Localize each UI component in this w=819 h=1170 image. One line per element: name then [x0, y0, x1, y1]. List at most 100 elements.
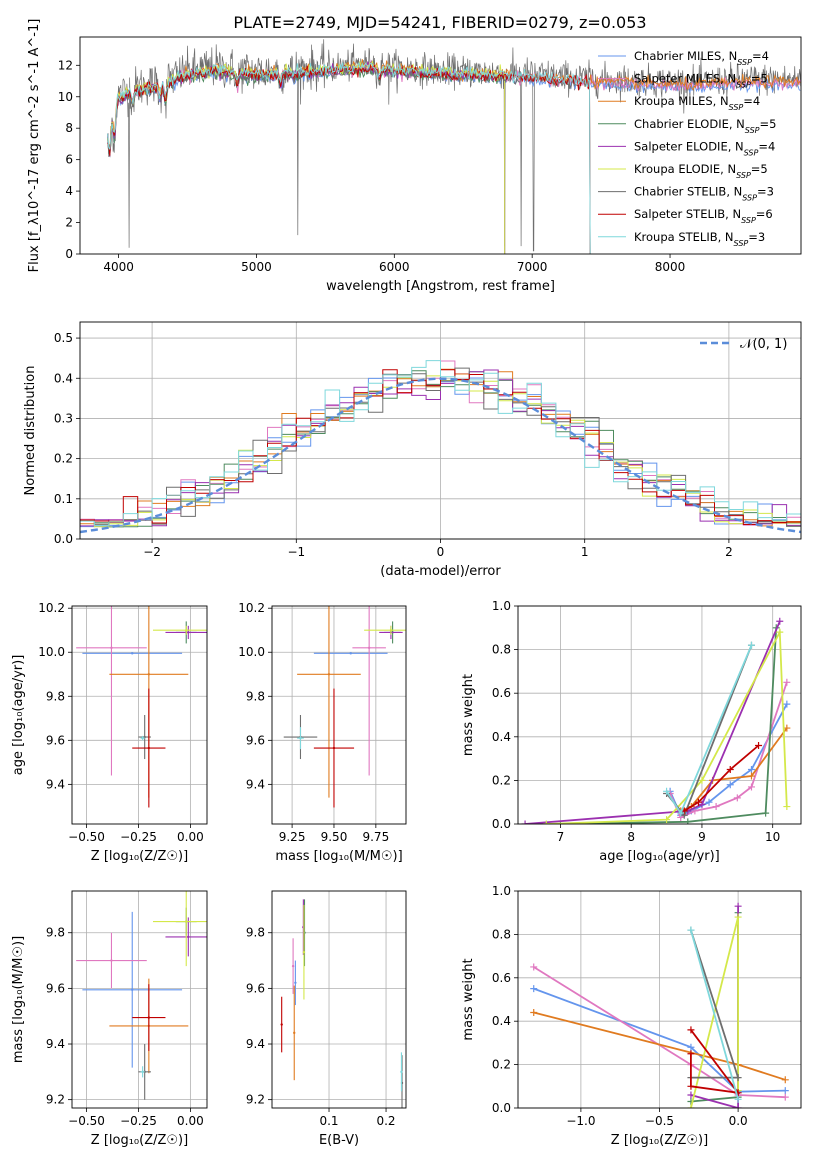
legend-label-salpeter_miles: Salpeter MILES, NSSP=5 — [634, 72, 768, 90]
plot-area — [530, 902, 789, 1108]
y-tick-label: 0.8 — [492, 927, 511, 941]
axes-frame: 0.1 0.2 9.2 9.4 9.6 9.8 E(B-V) — [246, 890, 407, 1148]
x-tick-label: 0.2 — [376, 1114, 395, 1128]
y-tick-label: 0.6 — [492, 686, 511, 700]
y-tick-label: 10.2 — [238, 601, 265, 615]
series-line-salpeter_elodie — [525, 620, 781, 824]
y-tick-label: 8 — [65, 121, 73, 135]
y-tick-label: 0.2 — [54, 452, 73, 466]
x-tick-label: 0 — [437, 545, 445, 559]
marker-salpeter_miles — [712, 803, 720, 811]
axes-frame: −0.50 −0.25 0.00 9.2 9.4 9.6 9.8 Z [log₁₀(Z/Z☉)… — [11, 890, 208, 1148]
point-kroupa_miles — [293, 1031, 296, 1035]
y-tick-label: 9.2 — [246, 1093, 265, 1107]
x-axis-label: mass [log₁₀(M/M☉)] — [275, 849, 402, 864]
point-kroupa_miles — [147, 673, 151, 676]
series-line-salpeter_stelib — [690, 1029, 741, 1094]
mass-vs-ebv-panel: 0.1 0.2 9.2 9.4 9.6 9.8 E(B-V) — [246, 890, 407, 1148]
y-tick-label: 0.3 — [54, 411, 73, 425]
y-axis-label: mass weight — [461, 674, 476, 756]
marker-kroupa_miles — [781, 1076, 789, 1084]
point-kroupa_elodie — [302, 951, 306, 954]
x-tick-label: 0.00 — [177, 1114, 204, 1128]
series-line-chabrier_elodie — [560, 627, 778, 824]
legend-label-kroupa_miles: Kroupa MILES, NSSP=4 — [634, 94, 760, 112]
x-tick-label: 5000 — [241, 260, 272, 274]
point-kroupa_miles — [327, 673, 331, 676]
x-tick-label: 9 — [698, 830, 706, 844]
normal-curve — [80, 377, 801, 534]
y-tick-label: 0 — [65, 247, 73, 261]
spectrum-legend: Chabrier MILES, NSSP=4 Salpeter MILES, NS… — [598, 49, 776, 247]
point-kroupa_elodie — [389, 629, 393, 632]
marker-salpeter_stelib — [687, 1082, 695, 1090]
y-axis-label: Flux [f_λ10^-17 erg cm^-2 s^-1 A^-1] — [27, 19, 42, 273]
plot-area — [76, 606, 207, 808]
marker-salpeter_miles — [747, 783, 755, 791]
marker-kroupa_stelib — [677, 809, 685, 817]
legend-label-chabrier_stelib: Chabrier STELIB, NSSP=3 — [634, 185, 774, 203]
axes-box — [517, 605, 802, 825]
axes-frame: −1.0 −0.5 0.0 0.0 0.2 0.4 0.6 0.8 1.0 Z [log₁₀(Z/… — [461, 884, 802, 1148]
x-tick-label: −0.50 — [68, 1114, 105, 1128]
x-tick-label: 7 — [557, 830, 565, 844]
y-axis-label: mass weight — [461, 958, 476, 1040]
x-tick-label: 1 — [581, 545, 589, 559]
marker-chabrier_miles — [783, 700, 791, 708]
marker-kroupa_stelib — [747, 641, 755, 649]
axes-frame: −2 −1 0 1 2 0.0 0.1 0.2 0.3 0.4 0.5 (data-model)/er… — [23, 321, 802, 579]
marker-salpeter_stelib — [755, 742, 763, 750]
legend-label-salpeter_stelib: Salpeter STELIB, NSSP=6 — [634, 207, 773, 225]
x-tick-label: 8 — [627, 830, 635, 844]
model-line-salpeter_stelib — [107, 63, 591, 254]
marker-kroupa_miles — [747, 772, 755, 780]
point-salpeter_stelib — [332, 746, 336, 750]
y-axis-label: mass [log₁₀(M/M☉)] — [11, 936, 26, 1063]
y-tick-label: 9.4 — [246, 777, 265, 791]
x-tick-label: −2 — [143, 545, 161, 559]
weight-vs-metallicity-panel: −1.0 −0.5 0.0 0.0 0.2 0.4 0.6 0.8 1.0 Z [log₁₀(Z/… — [461, 884, 802, 1148]
y-tick-label: 9.4 — [46, 1037, 65, 1051]
marker-chabrier_miles — [726, 781, 734, 789]
x-tick-label: 9.75 — [362, 830, 389, 844]
spectrum-panel: 4000 5000 6000 7000 8000 0 2 4 6 8 10 12 wavelength … — [27, 19, 802, 294]
y-tick-label: 0.6 — [492, 971, 511, 985]
point-salpeter_miles — [110, 959, 113, 962]
plot-area — [76, 891, 207, 1100]
plot-area — [283, 606, 406, 808]
legend-label-chabrier_elodie: Chabrier ELODIE, NSSP=5 — [634, 117, 776, 135]
model-line-kroupa_stelib — [107, 61, 591, 254]
marker-kroupa_elodie — [687, 1104, 695, 1108]
x-tick-label: 10 — [765, 830, 780, 844]
legend-label-kroupa_stelib: Kroupa STELIB, NSSP=3 — [634, 230, 765, 248]
axes-box — [71, 605, 208, 825]
y-tick-label: 0.2 — [492, 773, 511, 787]
point-salpeter_miles — [110, 646, 113, 650]
y-tick-label: 4 — [65, 184, 73, 198]
marker-salpeter_miles — [783, 678, 791, 686]
y-tick-label: 10.0 — [238, 645, 265, 659]
marker-salpeter_stelib — [687, 1026, 695, 1034]
marker-salpeter_miles — [781, 1093, 789, 1101]
marker-salpeter_miles — [530, 963, 538, 971]
marker-chabrier_elodie — [684, 818, 692, 824]
marker-salpeter_elodie — [734, 902, 742, 910]
mass-vs-metallicity-panel: −0.50 −0.25 0.00 9.2 9.4 9.6 9.8 Z [log₁₀(Z/Z☉)… — [11, 890, 208, 1148]
axes-frame: 4000 5000 6000 7000 8000 0 2 4 6 8 10 12 wavelength … — [27, 19, 802, 294]
y-tick-label: 9.6 — [46, 981, 65, 995]
residual-legend: 𝒩(0, 1) — [700, 337, 787, 352]
y-tick-label: 10.0 — [38, 645, 65, 659]
point-chabrier_miles — [131, 988, 134, 991]
legend-label-normal: 𝒩(0, 1) — [740, 337, 787, 352]
axes-frame: 7 8 9 10 0.0 0.2 0.4 0.6 0.8 1.0 age [log₁₀(age/yr… — [461, 599, 802, 864]
y-tick-label: 9.8 — [246, 926, 265, 940]
plot-area — [107, 39, 801, 254]
marker-kroupa_stelib — [687, 926, 695, 934]
point-salpeter_miles — [367, 646, 371, 650]
y-tick-label: 0.2 — [492, 1058, 511, 1072]
x-tick-label: −0.5 — [645, 1114, 674, 1128]
marker-chabrier_miles — [687, 1043, 695, 1051]
y-tick-label: 1.0 — [492, 884, 511, 898]
y-tick-label: 6 — [65, 153, 73, 167]
model-line-chabrier_stelib — [107, 65, 591, 254]
